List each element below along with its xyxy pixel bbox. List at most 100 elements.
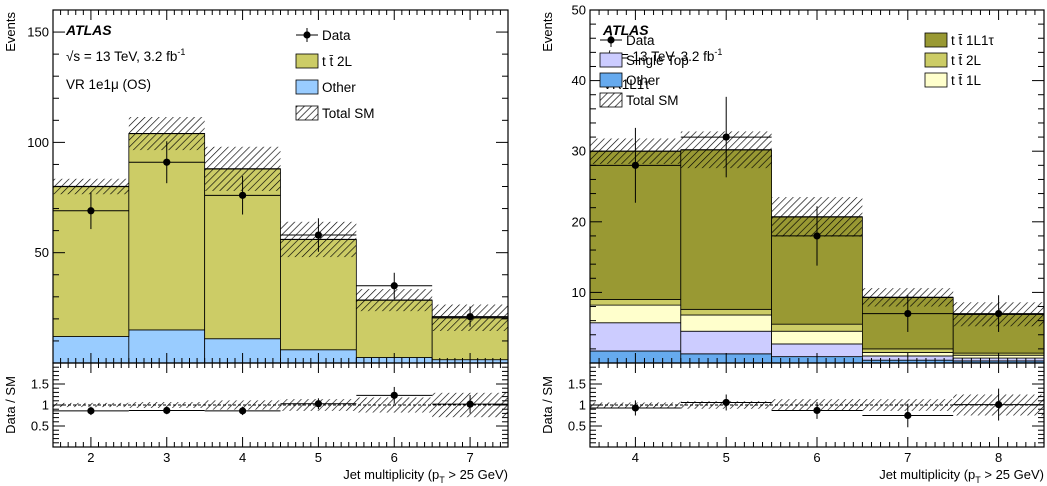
- legend-hatch-swatch: [295, 105, 319, 121]
- ratio-y-tick-label-3: 1.5: [568, 377, 586, 392]
- ratio-y-tick-label-2: 1: [579, 398, 586, 413]
- legend-item-7: t t̄ 1L: [924, 72, 982, 88]
- legend-label-2: t t̄ 2L: [322, 54, 353, 69]
- ratio-point-3: [238, 407, 247, 415]
- data-point-4: [904, 309, 912, 318]
- bar-3-bin-2: [680, 314, 772, 332]
- data-point-1: [87, 207, 95, 215]
- ratio-y-tick-label-3: 1.5: [31, 377, 49, 392]
- ratio-point-2: [163, 406, 171, 415]
- bar-3-bin-1: [589, 304, 682, 324]
- ratio-point-1: [631, 404, 640, 412]
- energy-label-main: √s = 13 TeV, 3.2 fb: [603, 49, 714, 64]
- ratio-point-6: [466, 400, 474, 408]
- legend-label-7: t t̄ 1L: [951, 73, 982, 88]
- bar-4-bin-2: [680, 308, 772, 316]
- energy-label-superscript: -1: [177, 47, 185, 57]
- panel-1: 2 3 4 5 6 7 50 100 150 0.5 1 1.5 Events Data / SM Jet …: [3, 9, 509, 485]
- legend-label-3: Other: [322, 80, 356, 95]
- ratio-point-1: [87, 407, 95, 415]
- ratio-y-tick-label-2: 1: [42, 398, 49, 413]
- ratio-y-axis-label: Data / SM: [3, 376, 18, 434]
- ratio-y-tick-label-1: 0.5: [31, 419, 49, 434]
- legend-item-4: Total SM: [599, 92, 679, 108]
- x-axis-label-main: Jet multiplicity (p: [879, 467, 975, 482]
- data-point-5: [995, 309, 1003, 318]
- legend-label-3: Other: [626, 73, 660, 88]
- legend-item-6: t t̄ 2L: [924, 52, 982, 68]
- x-axis-label-main: Jet multiplicity (p: [343, 467, 439, 482]
- legend-swatch: [924, 72, 948, 88]
- x-tick-label-4: 7: [904, 450, 911, 465]
- x-axis-label-subscript: T: [975, 475, 981, 485]
- legend-data-marker: [607, 36, 615, 44]
- bar-2-bin-4: [280, 239, 357, 351]
- y-tick-label-3: 150: [27, 25, 49, 40]
- legend-item-2: t t̄ 2L: [295, 53, 353, 69]
- x-tick-label-2: 5: [723, 450, 730, 465]
- x-axis-label-end: > 25 GeV): [981, 467, 1044, 482]
- legend-item-3: Other: [599, 72, 660, 88]
- data-point-3: [813, 232, 821, 240]
- legend-label-1: Data: [626, 33, 655, 48]
- y-tick-label-4: 40: [572, 73, 586, 88]
- ratio-point-2: [722, 398, 730, 407]
- data-point-2: [163, 158, 171, 166]
- data-point-4: [314, 231, 323, 239]
- x-tick-label-3: 6: [813, 450, 820, 465]
- ratio-band-bin-2: [128, 402, 205, 408]
- y-axis-label: Events: [540, 12, 555, 52]
- ratio-point-5: [390, 391, 398, 399]
- y-tick-label-5: 50: [572, 3, 586, 18]
- legend-swatch: [924, 52, 948, 68]
- legend-item-1: Data: [296, 28, 351, 43]
- ratio-y-axis-label: Data / SM: [540, 376, 555, 434]
- energy-label: √s = 13 TeV, 3.2 fb-1: [66, 47, 185, 64]
- x-tick-label-2: 3: [163, 450, 170, 465]
- legend-item-2: Single Top: [599, 52, 689, 68]
- data-point-6: [466, 313, 474, 321]
- panel-2: 4 5 6 7 8 10 20 30 40 50 0.5 1 1.5 Events Data / SM Jet…: [540, 3, 1045, 485]
- legend-label-2: Single Top: [626, 53, 689, 68]
- legend-swatch: [924, 32, 948, 48]
- bar-2-bin-1: [589, 322, 682, 352]
- y-tick-label-3: 30: [572, 144, 586, 159]
- x-axis-label: Jet multiplicity (pT > 25 GeV): [343, 467, 508, 485]
- region-label: VR 1e1μ (OS): [66, 77, 151, 92]
- energy-label-main: √s = 13 TeV, 3.2 fb: [66, 49, 177, 64]
- bar-3-bin-3: [771, 330, 863, 345]
- bar-4-bin-4: [862, 348, 954, 353]
- bar-2-bin-2: [680, 330, 772, 355]
- atlas-label: ATLAS: [602, 22, 649, 38]
- data-point-5: [390, 282, 398, 290]
- legend-label-4: Total SM: [322, 106, 375, 121]
- energy-label: √s = 13 TeV, 3.2 fb-1: [603, 47, 722, 64]
- legend-item-1: Data: [600, 33, 655, 48]
- data-point-3: [238, 191, 247, 199]
- legend-swatch: [295, 79, 319, 95]
- ratio-point-4: [904, 411, 912, 420]
- x-tick-label-4: 5: [315, 450, 322, 465]
- legend-data-marker: [303, 31, 311, 39]
- y-tick-label-1: 50: [35, 245, 49, 260]
- bar-4-bin-3: [771, 323, 863, 332]
- legend-label-4: Total SM: [626, 93, 679, 108]
- ratio-point-4: [314, 400, 323, 408]
- legend-swatch: [599, 72, 623, 88]
- atlas-label: ATLAS: [65, 22, 112, 38]
- ratio-band-bin-3: [204, 400, 281, 410]
- ratio-point-5: [995, 400, 1003, 409]
- ratio-point-3: [813, 406, 821, 415]
- y-tick-label-2: 100: [27, 135, 49, 150]
- x-axis-label: Jet multiplicity (pT > 25 GeV): [879, 467, 1044, 485]
- energy-label-superscript: -1: [714, 47, 722, 57]
- legend-swatch: [295, 53, 319, 69]
- ratio-y-tick-label-1: 0.5: [568, 419, 586, 434]
- legend-swatch: [599, 52, 623, 68]
- legend-item-4: Total SM: [295, 105, 375, 121]
- legend-label-5: t t̄ 1L1τ: [951, 33, 995, 48]
- x-tick-label-6: 7: [466, 450, 473, 465]
- legend-label-6: t t̄ 2L: [951, 53, 982, 68]
- x-tick-label-1: 2: [87, 450, 94, 465]
